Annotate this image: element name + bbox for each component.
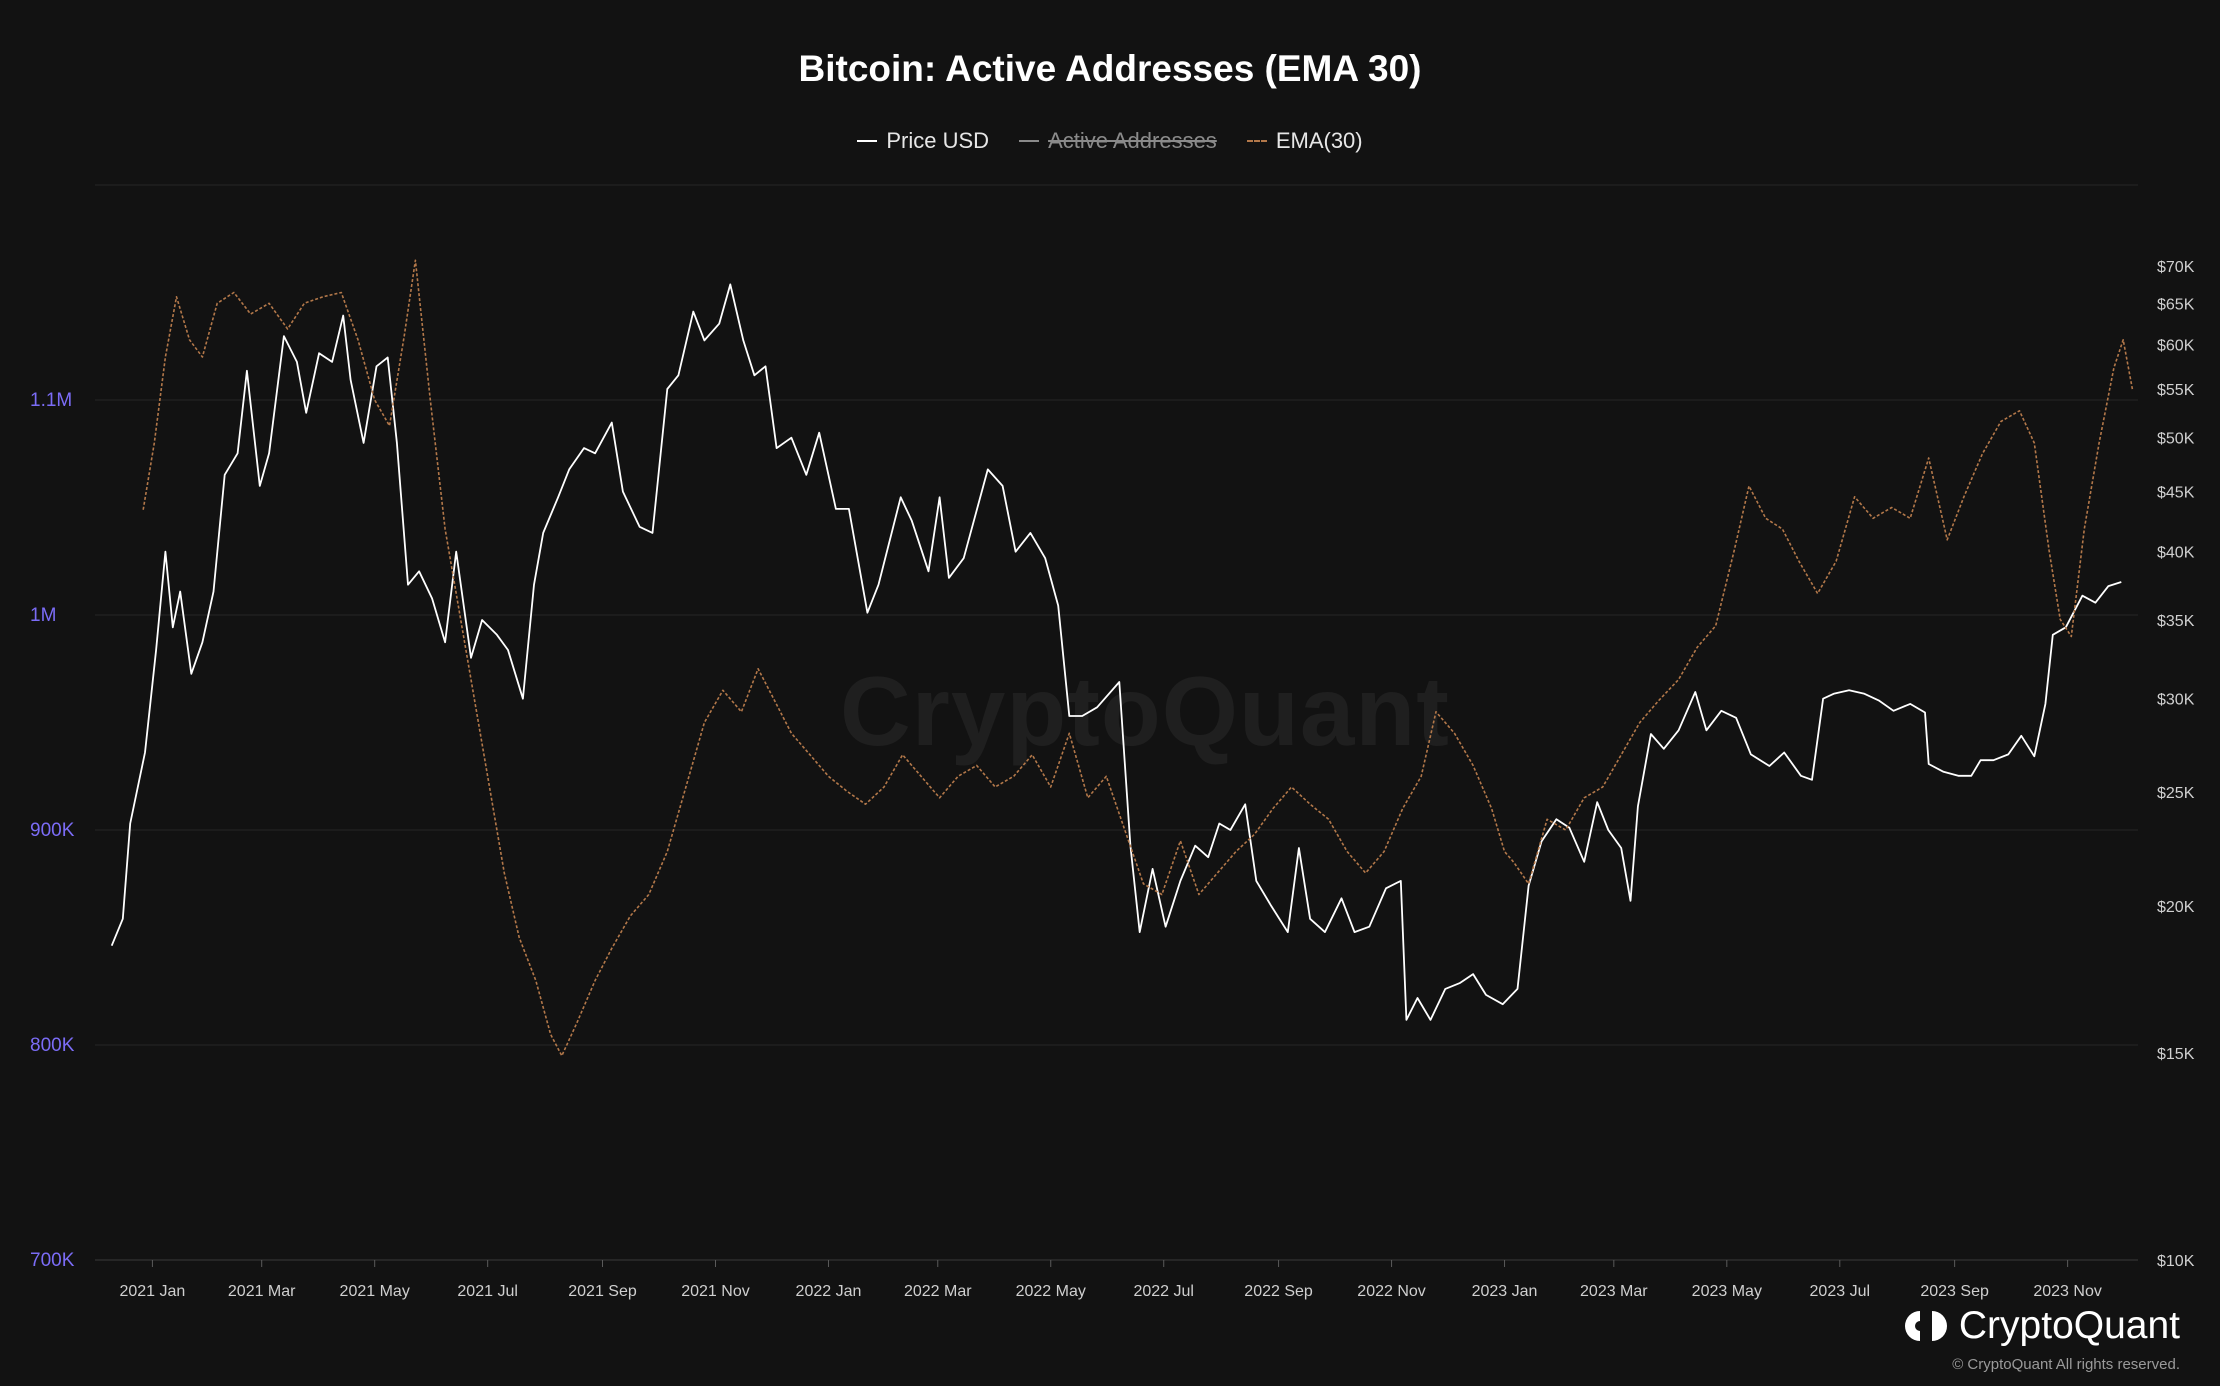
x-axis-tick-label: 2021 Jul (457, 1283, 518, 1300)
left-axis-tick-label: 1M (30, 605, 56, 626)
legend-swatch-active-addresses (1019, 140, 1040, 142)
right-axis-tick-label: $45K (2157, 485, 2195, 502)
right-axis-tick-label: $55K (2157, 382, 2195, 399)
brand-logo[interactable]: CryptoQuant (1903, 1304, 2180, 1348)
right-axis-tick-label: $40K (2157, 545, 2195, 562)
x-axis-tick-label: 2022 Sep (1244, 1283, 1313, 1300)
legend-item-active-addresses[interactable]: Active Addresses (1019, 128, 1217, 154)
cryptoquant-logo-icon (1904, 1311, 1947, 1341)
right-axis-tick-label: $35K (2157, 613, 2195, 630)
left-axis-tick-label: 700K (30, 1250, 75, 1271)
x-axis-tick-label: 2021 Jan (119, 1283, 185, 1300)
legend-item-ema[interactable]: EMA(30) (1246, 128, 1363, 154)
x-axis-tick-label: 2021 May (340, 1283, 410, 1300)
watermark: CryptoQuant (840, 656, 1450, 766)
legend-swatch-price (857, 140, 878, 142)
x-axis-tick-label: 2021 Nov (681, 1283, 750, 1300)
x-axis-tick-label: 2022 May (1016, 1283, 1086, 1300)
left-axis-tick-label: 1.1M (30, 390, 72, 411)
legend-swatch-ema (1246, 140, 1267, 142)
right-axis-tick-label: $30K (2157, 692, 2195, 709)
x-axis-tick-label: 2022 Mar (904, 1283, 972, 1300)
x-axis-tick-label: 2023 Mar (1580, 1283, 1648, 1300)
left-axis-tick-label: 900K (30, 820, 75, 841)
series-line-price-usd (110, 283, 2122, 1021)
right-axis-tick-label: $70K (2157, 259, 2195, 276)
series-line-ema30 (142, 259, 2134, 1057)
x-axis-tick-label: 2022 Jan (796, 1283, 862, 1300)
x-axis-tick-label: 2021 Sep (568, 1283, 637, 1300)
x-axis-tick-label: 2021 Mar (228, 1283, 296, 1300)
legend-item-price[interactable]: Price USD (857, 128, 989, 154)
brand-name: CryptoQuant (1958, 1304, 2180, 1347)
x-axis-tick-label: 2023 Nov (2033, 1283, 2102, 1300)
right-axis-tick-label: $10K (2157, 1253, 2195, 1270)
right-axis-tick-label: $20K (2157, 899, 2195, 916)
legend-label-price: Price USD (886, 128, 990, 153)
legend-label-active-addresses: Active Addresses (1048, 128, 1217, 153)
copyright-text: © CryptoQuant All rights reserved. (1952, 1356, 2180, 1373)
legend: Price USD Active Addresses EMA(30) (0, 128, 2220, 154)
right-axis-tick-label: $15K (2157, 1046, 2195, 1063)
right-axis-tick-label: $65K (2157, 297, 2195, 314)
x-axis-tick-label: 2023 Jan (1472, 1283, 1538, 1300)
right-axis-tick-label: $25K (2157, 785, 2195, 802)
x-axis-tick-label: 2023 May (1692, 1283, 1762, 1300)
chart-title: Bitcoin: Active Addresses (EMA 30) (798, 48, 1422, 89)
left-axis-tick-label: 800K (30, 1035, 75, 1056)
x-axis-tick-label: 2023 Jul (1810, 1283, 1871, 1300)
x-axis-tick-label: 2023 Sep (1920, 1283, 1989, 1300)
right-axis-tick-label: $60K (2157, 338, 2195, 355)
x-axis-tick-label: 2022 Nov (1357, 1283, 1426, 1300)
x-axis-tick-label: 2022 Jul (1133, 1283, 1194, 1300)
right-axis-tick-label: $50K (2157, 431, 2195, 448)
legend-label-ema: EMA(30) (1275, 128, 1363, 153)
